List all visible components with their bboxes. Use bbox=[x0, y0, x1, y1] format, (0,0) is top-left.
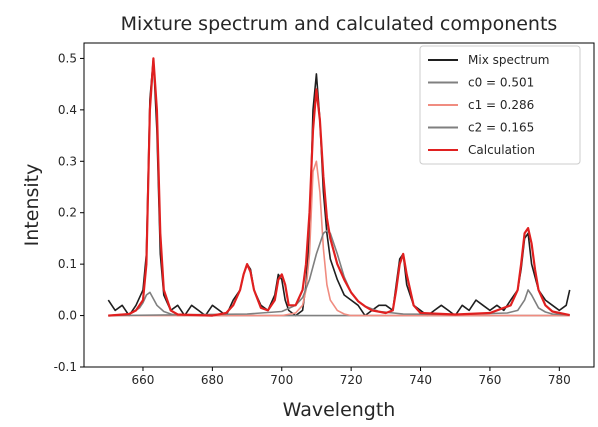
series-line-3 bbox=[108, 229, 570, 317]
legend-label: Mix spectrum bbox=[468, 53, 549, 67]
chart-title: Mixture spectrum and calculated componen… bbox=[121, 13, 558, 35]
series-layer bbox=[107, 57, 571, 317]
legend-label: Calculation bbox=[468, 143, 535, 157]
plot-frame bbox=[83, 42, 595, 368]
x-tick-label: 660 bbox=[132, 373, 155, 387]
legend: Mix spectrum c0 = 0.501 c1 = 0.286 c2 = 0.1… bbox=[419, 45, 581, 165]
y-tick-label: 0.5 bbox=[58, 51, 77, 65]
x-tick-label: 720 bbox=[340, 373, 363, 387]
y-tick-label: 0.1 bbox=[58, 257, 77, 271]
y-axis-label: Intensity bbox=[21, 164, 43, 247]
y-tick-label: -0.1 bbox=[54, 360, 77, 374]
series-line-2 bbox=[108, 160, 570, 317]
series-line-4 bbox=[108, 57, 570, 317]
x-tick-label: 780 bbox=[548, 373, 571, 387]
y-tick-label: 0.3 bbox=[58, 154, 77, 168]
x-axis-label: Wavelength bbox=[283, 399, 396, 421]
y-tick-label: 0.4 bbox=[58, 103, 77, 117]
axes-layer: 660 680 700 720 740 760 780 -0.1 0.0 0.1 0.2 0.3 0.4… bbox=[54, 51, 571, 387]
x-tick-label: 700 bbox=[270, 373, 293, 387]
legend-box bbox=[419, 45, 581, 165]
legend-label: c0 = 0.501 bbox=[468, 76, 534, 90]
x-tick-label: 760 bbox=[478, 373, 501, 387]
legend-label: c2 = 0.165 bbox=[468, 121, 534, 135]
series-line-0 bbox=[107, 57, 571, 317]
x-tick-label: 740 bbox=[409, 373, 432, 387]
x-tick-label: 680 bbox=[201, 373, 224, 387]
y-tick-label: 0.2 bbox=[58, 206, 77, 220]
legend-label: c1 = 0.286 bbox=[468, 98, 534, 112]
y-tick-label: 0.0 bbox=[58, 309, 77, 323]
